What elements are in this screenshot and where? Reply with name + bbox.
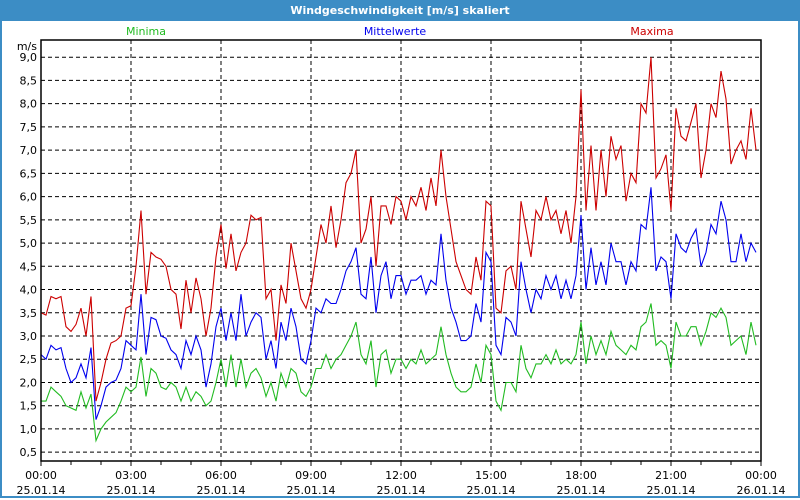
y-tick-label: 9,0 — [20, 51, 38, 64]
y-tick-label: 1,5 — [20, 400, 38, 413]
y-axis-unit: m/s — [17, 40, 37, 53]
y-tick-label: 0,5 — [20, 446, 38, 459]
y-tick-label: 2,0 — [20, 376, 38, 389]
legend-maxima: Maxima — [630, 25, 673, 38]
window-title: Windgeschwindigkeit [m/s] skaliert — [0, 0, 800, 21]
series-line-mittelwerte — [40, 187, 757, 420]
y-tick-label: 5,5 — [20, 214, 38, 227]
y-tick-label: 3,0 — [20, 330, 38, 343]
y-tick-label: 7,0 — [20, 144, 38, 157]
x-tick-time: 06:00 — [205, 469, 237, 482]
x-tick-time: 12:00 — [385, 469, 417, 482]
x-tick-date: 25.01.14 — [197, 484, 246, 497]
y-tick-label: 1,0 — [20, 423, 38, 436]
y-tick-label: 8,5 — [20, 74, 38, 87]
x-tick-time: 18:00 — [565, 469, 597, 482]
x-tick-date: 25.01.14 — [557, 484, 606, 497]
series-line-minima — [41, 303, 757, 443]
y-tick-label: 2,5 — [20, 353, 38, 366]
x-tick-date: 25.01.14 — [467, 484, 516, 497]
axes: 0,5 1,0 1,5 2,0 2,5 3,0 3,5 4,0 4,5 5,0 5,5 6,0 6,5 7… — [17, 51, 786, 497]
y-tick-label: 6,0 — [20, 191, 38, 204]
y-tick-label: 8,0 — [20, 98, 38, 111]
x-tick-time: 00:00 — [25, 469, 57, 482]
series-line-maxima — [40, 57, 757, 402]
x-tick-date: 25.01.14 — [17, 484, 66, 497]
y-tick-label: 7,5 — [20, 121, 38, 134]
y-tick-label: 4,0 — [20, 284, 38, 297]
x-tick-date: 25.01.14 — [107, 484, 156, 497]
y-tick-label: 3,5 — [20, 307, 38, 320]
x-tick-time: 00:00 — [745, 469, 777, 482]
x-tick-time: 21:00 — [655, 469, 687, 482]
legend-minima: Minima — [126, 25, 166, 38]
x-tick-date: 25.01.14 — [647, 484, 696, 497]
x-tick-date: 25.01.14 — [377, 484, 426, 497]
legend-mittelwerte: Mittelwerte — [364, 25, 427, 38]
series-lines — [40, 57, 757, 443]
grid-lines — [41, 40, 761, 461]
x-tick-time: 09:00 — [295, 469, 327, 482]
y-tick-label: 6,5 — [20, 167, 38, 180]
x-tick-date: 26.01.14 — [737, 484, 786, 497]
x-tick-date: 25.01.14 — [287, 484, 336, 497]
y-tick-label: 4,5 — [20, 260, 38, 273]
y-tick-label: 5,0 — [20, 237, 38, 250]
x-tick-time: 15:00 — [475, 469, 507, 482]
x-tick-time: 03:00 — [115, 469, 147, 482]
legend: Minima Mittelwerte Maxima — [126, 25, 674, 38]
